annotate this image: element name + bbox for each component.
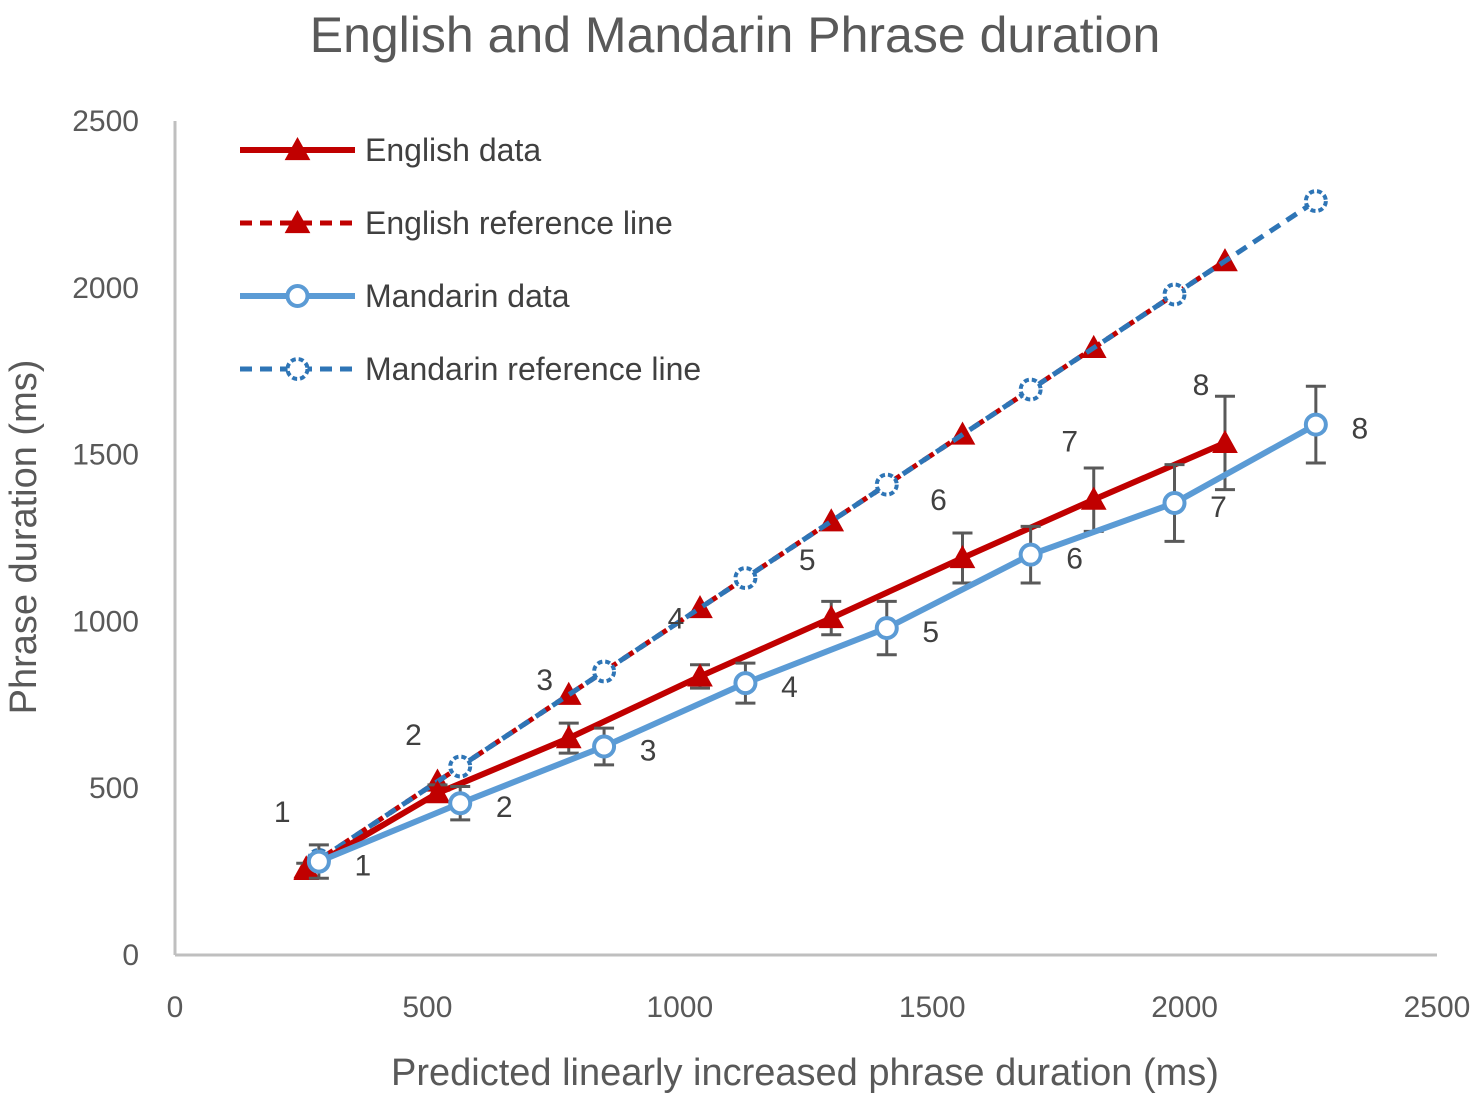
data-point — [1018, 542, 1043, 567]
data-label: 6 — [930, 484, 947, 517]
series-english-data: 1 2 3 4 5 6 7 8 — [274, 369, 1238, 881]
series-mandarin-data: 1 2 3 4 5 6 7 8 — [306, 384, 1369, 883]
series-line — [317, 421, 1318, 865]
series-mandarin-reference-line — [306, 189, 1328, 872]
x-tick-label: 1500 — [899, 991, 966, 1024]
y-tick-label: 1500 — [72, 439, 139, 472]
data-point — [555, 725, 582, 749]
legend-marker — [285, 357, 310, 381]
data-label: 1 — [355, 850, 372, 883]
data-label: 3 — [536, 664, 553, 697]
x-axis-title: Predicted linearly increased phrase dura… — [391, 1052, 1219, 1094]
legend-item: English data — [240, 132, 541, 168]
data-point — [448, 791, 473, 816]
data-label: 7 — [1210, 491, 1227, 524]
data-label: 2 — [496, 791, 513, 824]
data-point — [1018, 377, 1043, 402]
legend: English data English reference line Mandar… — [240, 132, 701, 387]
series-line — [304, 440, 1227, 873]
legend-label: Mandarin reference line — [365, 351, 701, 387]
data-point — [874, 616, 899, 641]
legend-item: English reference line — [240, 205, 673, 241]
data-point — [1162, 282, 1187, 307]
data-point — [949, 544, 976, 569]
legend-item: Mandarin reference line — [240, 351, 701, 387]
data-label: 5 — [922, 616, 939, 649]
legend-marker — [284, 136, 311, 161]
y-tick-label: 0 — [122, 939, 139, 972]
data-point — [1080, 486, 1107, 510]
data-point — [733, 566, 758, 591]
x-tick-label: 1000 — [646, 991, 713, 1024]
y-tick-label: 1000 — [72, 605, 139, 638]
data-point — [687, 663, 713, 687]
tick-labels: 0 500 1000 1500 2000 2500 0 500 1000 1500 2000 2500 — [72, 105, 1470, 1024]
y-axis-title: Phrase duration (ms) — [3, 360, 45, 715]
x-tick-label: 2500 — [1404, 991, 1471, 1024]
axes — [173, 121, 1437, 957]
legend-marker — [284, 209, 311, 234]
data-label: 8 — [1193, 369, 1210, 402]
data-point — [874, 472, 899, 497]
data-point — [424, 780, 451, 804]
data-label: 4 — [781, 671, 798, 704]
legend-item: Mandarin data — [240, 278, 570, 314]
data-label: 3 — [640, 735, 657, 768]
data-point — [1212, 429, 1238, 454]
data-label: 2 — [405, 719, 422, 752]
data-point — [306, 849, 331, 874]
data-point — [448, 754, 473, 779]
x-tick-label: 500 — [402, 991, 452, 1024]
legend-label: English data — [365, 132, 541, 168]
data-point — [818, 605, 845, 629]
data-label: 4 — [668, 602, 685, 635]
data-label: 7 — [1061, 426, 1078, 459]
data-point — [592, 659, 617, 684]
y-tick-label: 2500 — [72, 105, 139, 138]
chart-title: English and Mandarin Phrase duration — [310, 7, 1161, 63]
y-tick-label: 500 — [89, 772, 139, 805]
data-label: 6 — [1066, 543, 1083, 576]
data-label: 5 — [799, 544, 816, 577]
data-point — [1162, 490, 1187, 515]
data-point — [1303, 189, 1328, 214]
series-layer: 1 2 3 4 5 6 7 8 1 2 3 4 5 6 7 8 — [274, 189, 1369, 883]
x-tick-label: 2000 — [1151, 991, 1218, 1024]
data-point — [1303, 412, 1328, 437]
legend-label: English reference line — [365, 205, 673, 241]
data-point — [733, 671, 758, 696]
data-label: 1 — [274, 796, 291, 829]
legend-label: Mandarin data — [365, 278, 570, 314]
data-point — [592, 734, 617, 759]
y-tick-label: 2000 — [72, 272, 139, 305]
data-label: 8 — [1352, 413, 1369, 446]
legend-marker — [285, 284, 310, 308]
x-tick-label: 0 — [167, 991, 184, 1024]
